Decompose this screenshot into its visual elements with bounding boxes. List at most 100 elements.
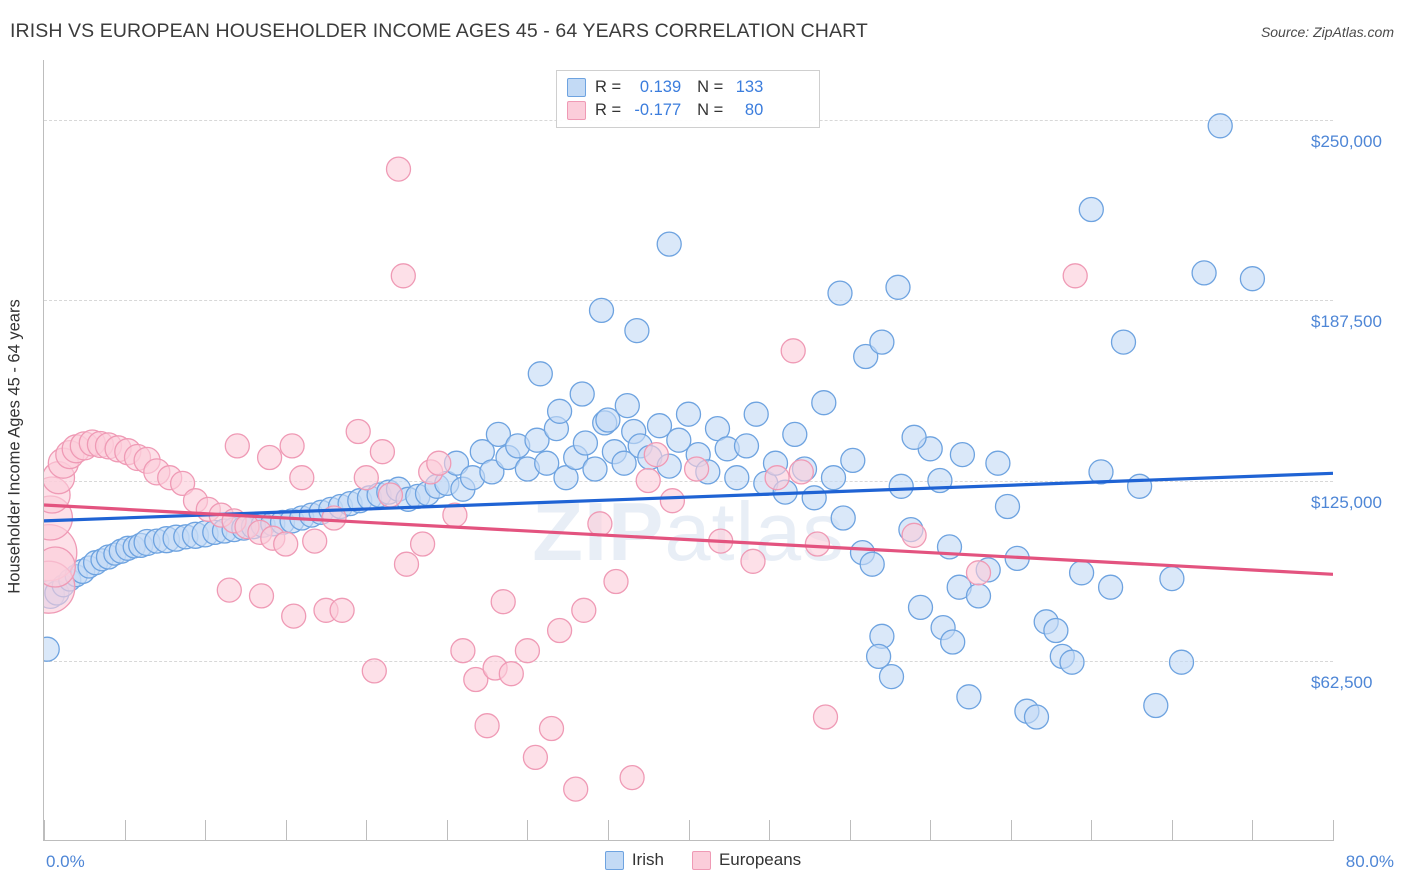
data-point xyxy=(619,764,645,791)
irish-r-value: 0.139 xyxy=(639,78,682,96)
data-point xyxy=(878,663,905,690)
data-point xyxy=(569,381,595,407)
data-point xyxy=(1159,565,1185,592)
x-axis-tick xyxy=(930,820,932,841)
x-axis-tick xyxy=(44,820,45,841)
data-point xyxy=(965,583,992,609)
data-point xyxy=(956,684,982,710)
data-point xyxy=(656,231,682,257)
data-point xyxy=(563,776,589,802)
trendline-irish xyxy=(44,471,1333,523)
data-point xyxy=(248,583,275,609)
data-point xyxy=(1168,649,1195,675)
x-axis-tick xyxy=(1010,820,1012,841)
data-point xyxy=(302,528,328,554)
data-point xyxy=(788,459,814,485)
europeans-swatch-icon xyxy=(567,101,586,120)
data-point xyxy=(1078,196,1104,223)
data-point xyxy=(1110,329,1137,355)
scatter-points xyxy=(44,113,1333,802)
data-point xyxy=(865,643,892,670)
y-axis-title-text: Householder Income Ages 45 - 64 years xyxy=(5,298,24,594)
data-point xyxy=(801,485,827,511)
x-axis-tick xyxy=(607,820,609,841)
x-axis-tick xyxy=(688,820,690,841)
data-point xyxy=(994,493,1021,520)
data-point xyxy=(853,343,879,370)
data-point xyxy=(44,636,60,662)
data-point xyxy=(279,433,305,459)
series-irish xyxy=(44,113,1266,730)
data-point xyxy=(724,465,750,491)
gridline xyxy=(44,480,1333,482)
data-point xyxy=(603,568,629,595)
data-point xyxy=(216,577,242,603)
data-point xyxy=(281,603,307,629)
x-axis-tick xyxy=(769,820,771,841)
data-point xyxy=(572,430,599,456)
data-point xyxy=(646,413,673,439)
x-axis-tick xyxy=(849,820,851,841)
europeans-legend-swatch-icon xyxy=(691,850,711,870)
x-axis-tick xyxy=(205,820,207,841)
legend-item-irish[interactable]: Irish xyxy=(604,850,664,870)
data-point xyxy=(527,361,553,387)
y-axis-title: Householder Income Ages 45 - 64 years xyxy=(2,0,28,892)
data-point xyxy=(479,459,505,485)
x-axis-max-label: 80.0% xyxy=(1345,852,1394,871)
data-point xyxy=(450,638,476,664)
x-axis-tick xyxy=(124,820,126,841)
data-point xyxy=(1191,260,1217,286)
data-point xyxy=(740,548,766,574)
data-point xyxy=(611,450,637,476)
data-point xyxy=(385,156,412,182)
data-point xyxy=(587,511,613,537)
data-point xyxy=(582,456,608,482)
series-legend: Irish Europeans xyxy=(0,850,1406,870)
data-point xyxy=(498,661,524,687)
data-point xyxy=(524,427,550,453)
data-point xyxy=(859,551,885,577)
data-point xyxy=(377,482,404,508)
data-point xyxy=(369,439,396,465)
x-axis-tick xyxy=(527,820,529,841)
data-point xyxy=(780,338,806,364)
europeans-n-value: 80 xyxy=(744,101,764,119)
x-axis-tick xyxy=(446,820,448,841)
data-point xyxy=(538,715,565,742)
y-axis-tick-label: $250,000 xyxy=(1311,132,1382,152)
data-point xyxy=(782,421,808,448)
y-axis-tick-label: $62,500 xyxy=(1311,672,1373,692)
data-point xyxy=(588,297,615,324)
data-point xyxy=(1126,473,1153,499)
data-point xyxy=(811,390,837,416)
europeans-r-value: -0.177 xyxy=(634,101,682,119)
data-point xyxy=(704,415,731,442)
data-point xyxy=(635,467,661,494)
y-axis-tick-label: $187,500 xyxy=(1311,312,1382,332)
data-point xyxy=(353,465,379,491)
page-title: IRISH VS EUROPEAN HOUSEHOLDER INCOME AGE… xyxy=(10,20,868,42)
data-point xyxy=(390,263,416,289)
plot-area: ZIPatlas xyxy=(44,60,1333,841)
irish-n-label: N = xyxy=(697,78,724,96)
data-point xyxy=(44,546,76,588)
data-point xyxy=(490,589,516,615)
data-point xyxy=(361,658,387,684)
data-point xyxy=(940,629,966,655)
data-point xyxy=(885,274,911,300)
data-point xyxy=(514,638,541,664)
data-point xyxy=(1097,574,1124,600)
stat-row-europeans: R = -0.177 N = 80 xyxy=(567,99,809,122)
data-point xyxy=(595,407,621,433)
x-axis-tick xyxy=(285,820,287,841)
series-europeans xyxy=(44,156,1088,802)
data-point xyxy=(289,465,315,491)
x-axis-min-label: 0.0% xyxy=(46,852,85,871)
data-point xyxy=(409,531,436,557)
x-axis-tick xyxy=(366,820,368,841)
legend-item-europeans[interactable]: Europeans xyxy=(691,850,801,870)
data-point xyxy=(804,531,831,557)
data-point xyxy=(474,713,500,739)
